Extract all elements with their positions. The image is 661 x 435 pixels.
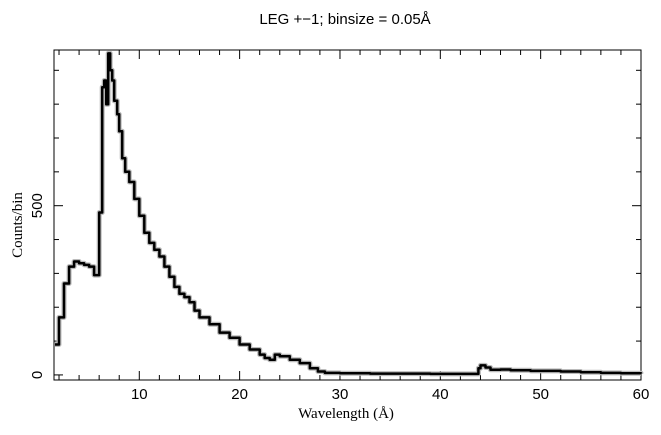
y-tick-label: 0: [29, 371, 46, 379]
x-tick-label: 60: [633, 386, 650, 403]
y-axis: 0 500: [29, 69, 641, 379]
plot-frame: [53, 49, 642, 381]
x-tick-label: 50: [532, 386, 549, 403]
series-line: [55, 52, 643, 376]
x-tick-label: 10: [131, 386, 148, 403]
x-axis-label: Wavelength (Å): [298, 406, 394, 422]
series-layer: [55, 50, 644, 377]
x-tick-label: 30: [332, 386, 349, 403]
x-axis: 10 20 30 40 50 60: [58, 50, 650, 403]
x-tick-label: 20: [231, 386, 248, 403]
y-axis-label: Counts/bin: [10, 192, 26, 258]
y-tick-label: 500: [29, 193, 46, 218]
x-tick-label: 40: [432, 386, 449, 403]
chart-title: LEG +−1; binsize = 0.05Å: [259, 11, 430, 28]
series-error-band: [55, 50, 644, 377]
